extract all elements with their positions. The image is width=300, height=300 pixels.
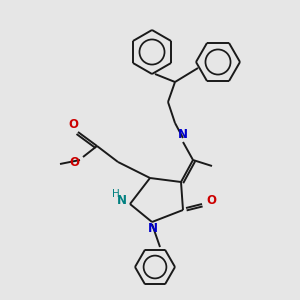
Text: O: O — [206, 194, 216, 206]
Text: N: N — [178, 128, 188, 140]
Text: O: O — [68, 118, 78, 130]
Text: N: N — [148, 223, 158, 236]
Text: O: O — [69, 157, 79, 169]
Text: N: N — [117, 194, 127, 206]
Text: H: H — [112, 189, 120, 199]
